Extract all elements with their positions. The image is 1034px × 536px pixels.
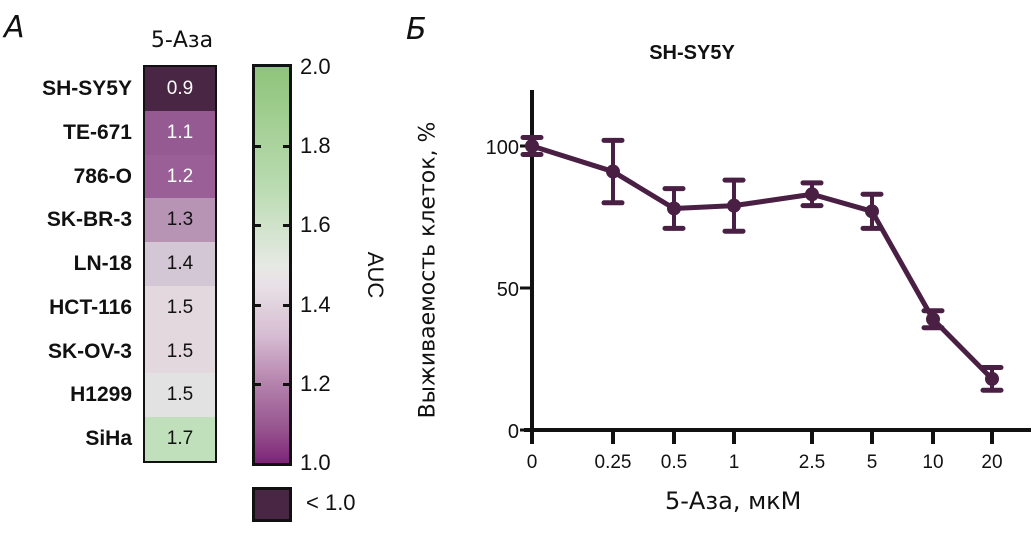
heatmap: 0.9 1.1 1.2 1.3 1.4 1.5 1.5 1.5 1.7 <box>143 65 217 463</box>
colorbar-tick <box>283 145 289 149</box>
heatmap-row-label: SK-OV-3 <box>47 339 132 363</box>
series-line <box>531 143 994 381</box>
x-tick-label: 0 <box>527 452 538 473</box>
colorbar-tick-label: 2.0 <box>300 54 331 79</box>
x-tick-label: 1 <box>729 452 740 473</box>
colorbar <box>252 64 292 466</box>
colorbar-tick <box>255 303 261 307</box>
x-tick-label: 2.5 <box>799 452 825 473</box>
data-point <box>926 312 940 327</box>
heatmap-row-label: TE-671 <box>63 120 132 144</box>
heatmap-row-label: SiHa <box>85 427 132 451</box>
panel-a-label: А <box>4 10 25 45</box>
x-tick-label: 20 <box>981 452 1002 473</box>
colorbar-under-swatch <box>252 487 292 522</box>
heatmap-cell: 1.5 <box>145 285 215 330</box>
heatmap-column-title: 5-Аза <box>150 28 214 53</box>
data-point <box>667 201 681 216</box>
heatmap-cell: 1.7 <box>145 417 215 461</box>
colorbar-tick <box>283 224 289 228</box>
x-tick-label: 5 <box>867 452 878 473</box>
x-axis-title: 5-Аза, мкМ <box>665 487 802 515</box>
data-point <box>805 187 819 202</box>
heatmap-row-label: SH-SY5Y <box>42 77 132 100</box>
y-tick-label: 0 <box>508 421 519 443</box>
data-point <box>525 139 539 153</box>
heatmap-cell: 1.4 <box>145 242 215 286</box>
panel-b-label: Б <box>406 12 427 47</box>
x-tick-label: 0.5 <box>661 452 687 473</box>
heatmap-cell: 0.9 <box>145 67 215 111</box>
y-tick-label: 100 <box>486 137 519 159</box>
y-tick-label: 50 <box>497 279 519 301</box>
colorbar-under-label: < 1.0 <box>306 490 356 515</box>
x-tick-label: 10 <box>922 452 943 473</box>
colorbar-tick-label: 1.0 <box>300 450 331 475</box>
heatmap-row-label: HCT-116 <box>49 295 132 319</box>
heatmap-row-label: LN-18 <box>73 252 132 276</box>
heatmap-cell: 1.1 <box>145 110 215 155</box>
chart-title: SH-SY5Y <box>649 42 735 64</box>
heatmap-cell: 1.5 <box>145 373 215 418</box>
heatmap-row-label: 786-O <box>73 164 132 188</box>
heatmap-cell: 1.3 <box>145 198 215 243</box>
data-point <box>985 371 999 386</box>
heatmap-row-label: H1299 <box>70 383 132 407</box>
data-point <box>865 204 879 219</box>
colorbar-tick-label: 1.6 <box>300 212 331 238</box>
heatmap-row-label: SK-BR-3 <box>46 208 132 232</box>
colorbar-tick <box>255 145 261 149</box>
colorbar-tick <box>283 303 289 307</box>
heatmap-cell: 1.2 <box>145 154 215 199</box>
colorbar-tick-label: 1.4 <box>300 291 331 317</box>
colorbar-tick <box>255 382 261 386</box>
data-point <box>606 164 620 179</box>
colorbar-tick-label: 1.8 <box>300 133 331 159</box>
colorbar-tick <box>283 382 289 386</box>
heatmap-cell: 1.5 <box>145 329 215 374</box>
data-point <box>727 198 741 213</box>
colorbar-tick <box>255 224 261 228</box>
x-tick-label: 0.25 <box>595 452 632 473</box>
colorbar-tick-label: 1.2 <box>300 370 331 396</box>
